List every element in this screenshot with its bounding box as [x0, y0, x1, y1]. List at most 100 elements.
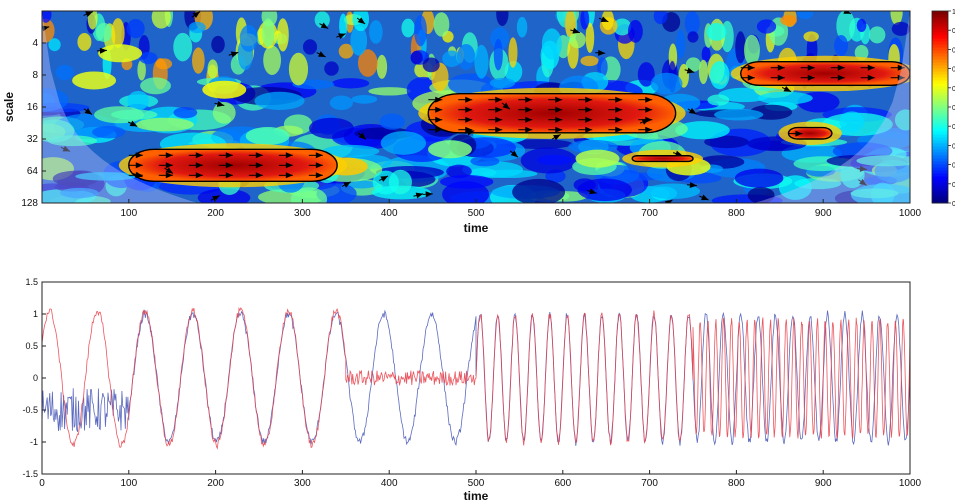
- coherence-texture-cell: [687, 31, 698, 42]
- coherence-texture-cell: [377, 55, 387, 79]
- colorbar-segment: [932, 92, 948, 96]
- coherence-texture-cell: [48, 38, 60, 51]
- colorbar-segment: [932, 158, 948, 162]
- colorbar-segment: [932, 167, 948, 171]
- colorbar-segment: [932, 68, 948, 72]
- colorbar-segment: [932, 38, 948, 42]
- colorbar-segment: [932, 77, 948, 81]
- colorbar-segment: [932, 152, 948, 156]
- timeseries-panel: 0 100 200 300 400 500 600 700 800 900 1000-1.5-1-0…: [22, 277, 921, 503]
- colorbar-segment: [932, 98, 948, 102]
- coherence-xtick-label: 300: [294, 208, 311, 219]
- timeseries-xtick-label: 500: [468, 478, 485, 489]
- colorbar-segment: [932, 71, 948, 75]
- coherence-texture-cell: [136, 118, 194, 132]
- coherence-texture-cell: [192, 47, 205, 73]
- colorbar-segment: [932, 32, 948, 36]
- coherence-texture-cell: [744, 35, 760, 66]
- colorbar-segment: [932, 107, 948, 111]
- coherence-xtick-label: 600: [554, 208, 571, 219]
- coherence-texture-cell: [542, 28, 562, 59]
- coherence-texture-cell: [77, 33, 91, 51]
- timeseries-xtick-label: 100: [120, 478, 137, 489]
- colorbar-segment: [932, 143, 948, 147]
- colorbar-segment: [932, 116, 948, 120]
- colorbar-segment: [932, 182, 948, 186]
- coherence-texture-cell: [496, 1, 508, 26]
- coherence-texture-cell: [508, 37, 517, 67]
- timeseries-ytick-label: 0: [33, 373, 38, 383]
- coherence-texture-cell: [578, 179, 632, 202]
- coherence-xtick-label: 900: [815, 208, 832, 219]
- timeseries-xtick-label: 300: [294, 478, 311, 489]
- colorbar-segment: [932, 47, 948, 51]
- colorbar-segment: [932, 56, 948, 60]
- timeseries-ytick-label: -1.5: [22, 469, 38, 479]
- timeseries-ytick-label: -0.5: [22, 405, 38, 415]
- colorbar: 00.0.0.0.0.0.0.0.0.1: [932, 9, 955, 208]
- coherence-texture-cell: [289, 53, 308, 86]
- colorbar-segment: [932, 101, 948, 105]
- colorbar-segment: [932, 119, 948, 123]
- colorbar-segment: [932, 53, 948, 57]
- coherence-xtick-label: 700: [641, 208, 658, 219]
- coherence-texture-cell: [111, 18, 124, 48]
- coherence-region: [741, 62, 910, 86]
- coherence-texture-cell: [368, 87, 410, 95]
- colorbar-segment: [932, 83, 948, 87]
- colorbar-segment: [932, 137, 948, 141]
- coherence-texture-cell: [757, 19, 776, 33]
- colorbar-segment: [932, 35, 948, 39]
- coherence-texture-cell: [758, 92, 813, 105]
- coherence-halo: [428, 140, 472, 158]
- coherence-texture-cell: [803, 31, 818, 41]
- timeseries-xtick-label: 700: [641, 478, 658, 489]
- colorbar-segment: [932, 113, 948, 117]
- coherence-texture-cell: [96, 23, 112, 42]
- coherence-texture-cell: [628, 20, 643, 43]
- coherence-texture-cell: [434, 12, 450, 36]
- colorbar-segment: [932, 62, 948, 66]
- coherence-xtick-label: 200: [207, 208, 224, 219]
- colorbar-segment: [932, 194, 948, 198]
- coherence-texture-cell: [869, 26, 886, 43]
- coherence-ytick-label: 32: [27, 134, 39, 145]
- coherence-ytick-label: 8: [32, 70, 38, 81]
- colorbar-segment: [932, 11, 948, 15]
- coherence-texture-cell: [780, 15, 797, 26]
- coherence-xtick-label: 500: [468, 208, 485, 219]
- coherence-texture-cell: [537, 155, 572, 165]
- coherence-texture-cell: [512, 179, 565, 205]
- coherence-texture-cell: [303, 39, 317, 54]
- colorbar-segment: [932, 26, 948, 30]
- coherence-texture-cell: [707, 95, 729, 106]
- coherence-texture-cell: [156, 58, 172, 69]
- coherence-texture-cell: [474, 45, 488, 79]
- colorbar-segment: [932, 185, 948, 189]
- colorbar-segment: [932, 95, 948, 99]
- coherence-texture-cell: [189, 22, 206, 33]
- coherence-texture-cell: [839, 111, 864, 132]
- colorbar-segment: [932, 23, 948, 27]
- coherence-halo: [202, 81, 246, 99]
- coherence-texture-cell: [254, 92, 304, 110]
- colorbar-segment: [932, 110, 948, 114]
- coherence-texture-cell: [309, 118, 354, 139]
- coherence-panel: 100 200 300 400 500 600 700 800 900 1000481632641…: [2, 0, 929, 235]
- coherence-texture-cell: [379, 113, 405, 129]
- coherence-texture-cell: [173, 33, 192, 61]
- colorbar-segment: [932, 128, 948, 132]
- colorbar-segment: [932, 20, 948, 24]
- timeseries-xtick-label: 600: [554, 478, 571, 489]
- colorbar-segment: [932, 104, 948, 108]
- colorbar-segment: [932, 188, 948, 192]
- coherence-texture-cell: [369, 20, 383, 44]
- colorbar-segment: [932, 164, 948, 168]
- coherence-texture-cell: [208, 59, 218, 78]
- timeseries-ytick-label: 1.5: [25, 277, 38, 287]
- coherence-xtick-label: 400: [381, 208, 398, 219]
- timeseries-ytick-label: 0.5: [25, 341, 38, 351]
- coherence-xtick-label: 100: [120, 208, 137, 219]
- colorbar-segment: [932, 179, 948, 183]
